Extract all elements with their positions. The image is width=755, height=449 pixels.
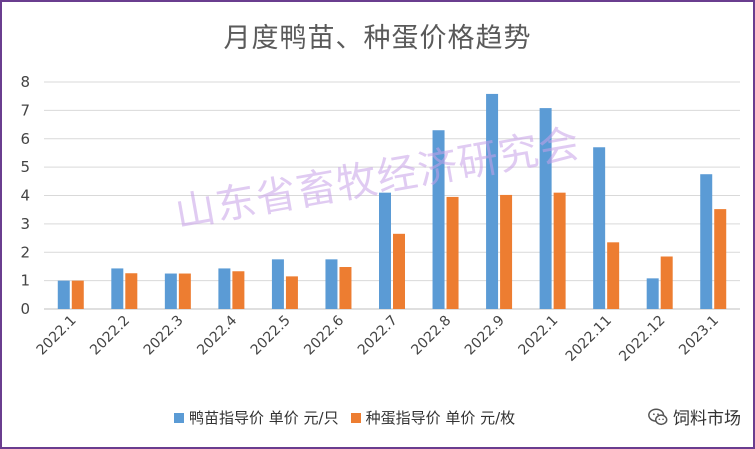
x-tick-label-11: 2022.12 [616,313,668,365]
bar-series1-11 [660,256,673,309]
bar-series1-10 [607,242,620,309]
y-tick-label-8: 8 [20,73,30,91]
bar-series0-2 [164,273,177,309]
bar-series0-1 [111,268,124,309]
x-tick-label-7: 2022.8 [408,313,454,359]
bar-series1-9 [553,192,566,309]
y-tick-label-6: 6 [20,130,30,148]
y-tick-label-2: 2 [20,243,30,261]
bar-series1-3 [232,271,245,309]
chart-title: 月度鸭苗、种蛋价格趋势 [223,23,532,54]
bar-series1-12 [714,209,727,309]
bar-series0-9 [539,108,552,309]
x-tick-label-10: 2022.11 [563,313,615,365]
bar-series1-2 [178,273,191,309]
bar-series1-8 [500,194,513,309]
bar-series1-7 [446,196,459,309]
x-tick-label-2: 2022.3 [141,313,187,359]
x-tick-label-8: 2022.9 [462,313,508,359]
x-tick-label-3: 2022.4 [194,312,240,358]
bar-series0-8 [486,93,499,309]
legend-label-duckling: 鸭苗指导价 单价 元/只 [189,409,339,427]
x-tick-label-0: 2022.1 [34,313,80,359]
y-tick-label-5: 5 [20,158,30,176]
bar-series0-3 [218,268,231,309]
x-tick-label-4: 2022.5 [248,313,294,359]
legend-swatch-duckling [174,412,184,423]
bar-series0-4 [271,259,284,309]
y-tick-label-3: 3 [20,215,30,233]
chart-legend: 鸭苗指导价 单价 元/只 种蛋指导价 单价 元/枚 [174,407,527,428]
x-tick-label-9: 2022.1 [515,313,561,359]
bar-series1-0 [71,280,84,309]
bar-series0-12 [700,174,713,309]
bar-series1-6 [393,233,405,309]
x-tick-label-6: 2022.7 [355,313,401,359]
y-tick-label-0: 0 [20,300,30,318]
wechat-logo-icon [648,407,668,425]
bar-series0-10 [593,147,606,309]
bar-series0-5 [325,259,338,309]
x-tick-label-12: 2023.1 [676,313,722,359]
bar-series1-1 [125,273,138,309]
bar-series0-6 [379,192,391,309]
bar-series1-4 [285,276,298,309]
bar-series0-11 [646,278,659,309]
legend-label-egg: 种蛋指导价 单价 元/枚 [365,409,516,427]
x-tick-label-1: 2022.2 [87,313,133,359]
legend-item-egg: 种蛋指导价 单价 元/枚 [350,407,516,428]
legend-item-duckling: 鸭苗指导价 单价 元/只 [174,407,339,428]
y-tick-label-1: 1 [20,272,30,290]
brand-name: 饲料市场 [673,409,741,429]
legend-swatch-egg [350,412,361,423]
bar-series0-0 [57,280,70,309]
bar-series0-7 [432,130,445,309]
y-tick-label-7: 7 [20,101,30,119]
x-tick-label-5: 2022.6 [301,312,347,358]
y-tick-label-4: 4 [20,187,30,205]
brand-mark: 饲料市场 [647,404,741,429]
bar-series1-5 [339,267,352,309]
